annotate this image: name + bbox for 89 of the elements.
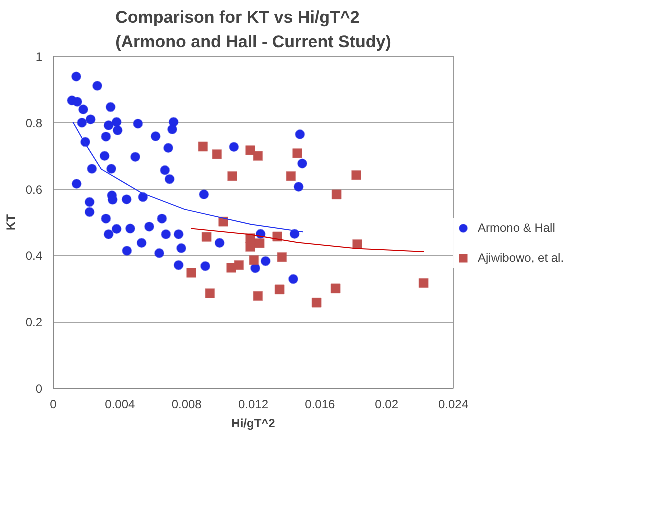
point — [246, 242, 256, 252]
x-axis-title: Hi/gT^2 — [232, 416, 276, 430]
point — [160, 165, 170, 176]
chart-title: Comparison for KT vs Hi/gT^2 (Armono and Hall - Current Study) — [116, 8, 392, 52]
point — [106, 102, 116, 112]
point — [295, 130, 306, 140]
x-tick-label: 0.012 — [238, 398, 269, 412]
point — [72, 96, 82, 107]
point — [122, 194, 132, 205]
point — [150, 132, 161, 142]
point — [136, 238, 147, 248]
point — [332, 190, 342, 200]
point — [228, 171, 238, 182]
point — [214, 238, 225, 248]
y-tick-label: 0.6 — [26, 182, 43, 197]
point — [260, 256, 271, 266]
point — [144, 222, 154, 232]
point — [157, 214, 168, 224]
point — [292, 148, 302, 158]
point — [126, 224, 136, 234]
point — [352, 170, 362, 180]
point — [212, 149, 222, 160]
point — [104, 120, 114, 131]
y-tick-label: 0.4 — [26, 249, 43, 264]
point — [84, 197, 95, 208]
point — [101, 214, 112, 224]
point — [72, 178, 82, 189]
y-tick-label: 0 — [36, 382, 43, 396]
point — [174, 229, 184, 240]
legend-label: Ajiwibowo, et al. — [478, 251, 564, 265]
point — [92, 81, 102, 92]
point — [274, 284, 285, 295]
point — [312, 298, 322, 308]
point — [277, 252, 288, 262]
point — [104, 229, 114, 240]
point — [352, 239, 362, 250]
point — [161, 229, 172, 240]
point — [122, 246, 132, 256]
point — [130, 152, 140, 162]
legend-label: Armono & Hall — [478, 221, 556, 235]
point — [200, 261, 210, 272]
point — [87, 164, 98, 174]
line-series — [191, 228, 425, 253]
point — [246, 145, 256, 156]
x-tick-label: 0.016 — [305, 398, 336, 412]
point — [286, 171, 296, 182]
point — [254, 238, 265, 248]
x-tick-label: 0 — [50, 398, 58, 412]
point — [168, 124, 178, 135]
y-tick-label: 0.2 — [26, 316, 43, 330]
point — [418, 278, 429, 288]
y-tick-label: 0.8 — [26, 116, 43, 130]
x-tick-label: 0.004 — [105, 398, 136, 412]
point — [86, 114, 96, 125]
point — [112, 224, 122, 234]
point — [294, 182, 304, 192]
y-axis-title: KT — [4, 214, 18, 230]
point — [199, 190, 210, 200]
point — [298, 158, 308, 169]
point — [174, 260, 184, 270]
point — [112, 117, 122, 128]
point — [253, 151, 264, 162]
y-tick-label: 1 — [36, 50, 43, 64]
point — [176, 243, 186, 254]
point — [154, 248, 164, 258]
point — [229, 142, 240, 152]
x-tick-label: 0.02 — [375, 398, 399, 412]
x-tick-label: 0.008 — [172, 398, 202, 412]
x-tick-label: 0.024 — [438, 398, 469, 412]
point — [84, 207, 95, 218]
point — [205, 288, 216, 299]
point — [234, 260, 244, 270]
point — [101, 132, 112, 142]
point — [198, 142, 208, 152]
point — [133, 118, 144, 129]
point — [202, 232, 212, 242]
point — [112, 126, 123, 136]
point — [249, 255, 260, 266]
point — [100, 151, 110, 162]
point — [288, 274, 298, 284]
point — [164, 143, 174, 154]
point — [330, 284, 341, 294]
point — [106, 164, 116, 174]
point — [164, 174, 175, 184]
point — [186, 268, 196, 278]
point — [78, 104, 88, 115]
point — [77, 118, 88, 128]
point — [253, 291, 264, 302]
point — [72, 72, 82, 82]
